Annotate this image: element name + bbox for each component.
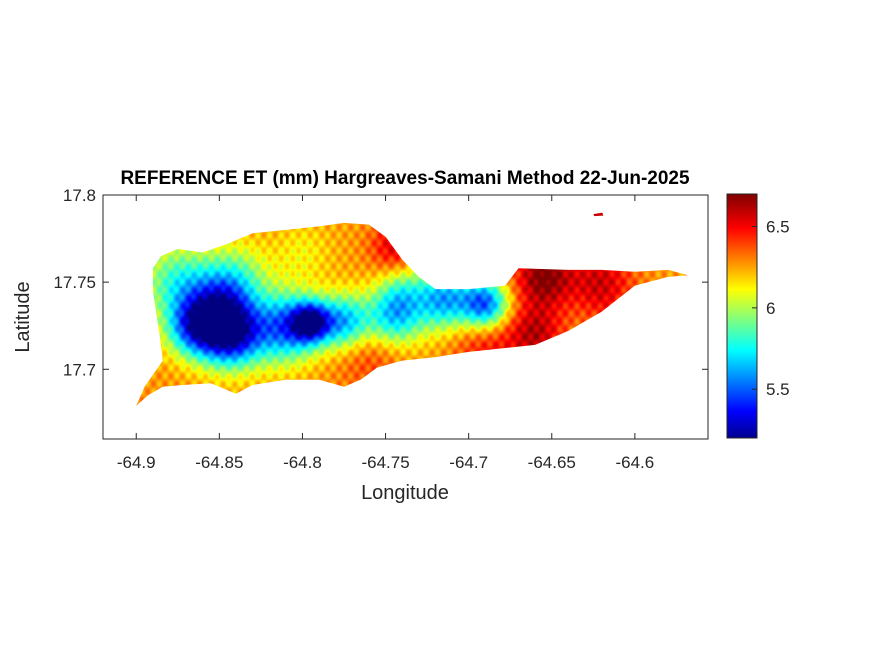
x-tick-label: -64.9: [117, 453, 156, 472]
y-axis-label: Latitude: [12, 281, 34, 352]
x-tick-label: -64.85: [195, 453, 243, 472]
y-tick-label: 17.7: [63, 360, 96, 379]
x-tick-label: -64.8: [283, 453, 322, 472]
x-tick-label: -64.75: [361, 453, 409, 472]
plot-area: -64.9 -64.85 -64.8 -64.75 -64.7 -64.65 -64.6 1…: [53, 186, 709, 472]
chart-title: REFERENCE ET (mm) Hargreaves-Samani Meth…: [120, 168, 690, 189]
y-tick-label: 17.8: [63, 186, 96, 205]
colorbar-tick-label: 5.5: [766, 380, 790, 399]
colorbar-ticks: 5.5 6 6.5: [752, 218, 790, 399]
x-axis-label: Longitude: [361, 482, 449, 504]
islet-shape: [593, 212, 604, 217]
y-tick-label: 17.75: [53, 273, 96, 292]
colorbar-gradient: [726, 193, 758, 439]
x-tick-label: -64.6: [615, 453, 654, 472]
colorbar: 5.5 6 6.5: [726, 193, 790, 439]
colorbar-tick-label: 6: [766, 299, 775, 318]
plot-frame: [102, 194, 709, 440]
x-axis: -64.9 -64.85 -64.8 -64.75 -64.7 -64.65 -64.6: [117, 195, 654, 472]
x-tick-label: -64.7: [449, 453, 488, 472]
colorbar-tick-label: 6.5: [766, 218, 790, 237]
x-tick-label: -64.65: [528, 453, 576, 472]
y-axis: 17.7 17.75 17.8: [53, 186, 708, 379]
